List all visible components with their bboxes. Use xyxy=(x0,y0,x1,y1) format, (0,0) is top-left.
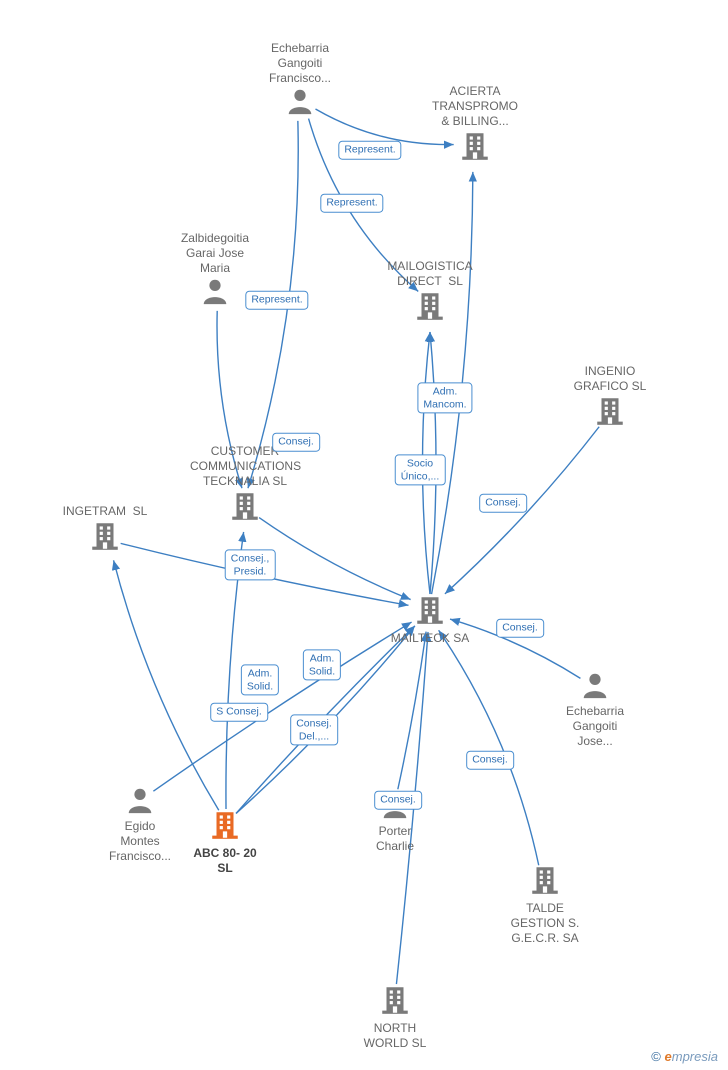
edge-label: Consej., Presid. xyxy=(225,549,276,580)
edge-label: Socio Único,... xyxy=(395,454,446,485)
node-label: Porter Charlie xyxy=(340,824,450,854)
edge-label: Consej. xyxy=(272,433,320,452)
node-label: Zalbidegoitia Garai Jose Maria xyxy=(160,231,270,276)
node-label: NORTH WORLD SL xyxy=(340,1021,450,1051)
node-mailteck[interactable]: MAILTECK SA xyxy=(375,593,485,646)
node-echebarria_jo[interactable]: Echebarria Gangoiti Jose... xyxy=(540,670,650,749)
edge-talde-mailteck xyxy=(439,630,539,865)
node-talde[interactable]: TALDE GESTION S. G.E.C.R. SA xyxy=(490,863,600,946)
node-ingetram[interactable]: INGETRAM SL xyxy=(50,504,160,557)
watermark-rest: mpresia xyxy=(672,1049,718,1064)
node-label: ABC 80- 20 SL xyxy=(170,846,280,876)
edge-label: Consej. xyxy=(374,791,422,810)
node-abc8020[interactable]: ABC 80- 20 SL xyxy=(170,808,280,876)
node-label: Echebarria Gangoiti Jose... xyxy=(540,704,650,749)
edge-label: Consej. xyxy=(496,619,544,638)
node-ingenio[interactable]: INGENIO GRAFICO SL xyxy=(555,364,665,432)
copyright-symbol: © xyxy=(651,1049,661,1064)
node-label: TALDE GESTION S. G.E.C.R. SA xyxy=(490,901,600,946)
node-label: INGETRAM SL xyxy=(50,504,160,519)
node-customer[interactable]: CUSTOMER COMMUNICATIONS TECKNALIA SL xyxy=(190,444,300,527)
watermark-e: e xyxy=(665,1049,672,1064)
edge-label: Represent. xyxy=(320,194,383,213)
edge-label: Adm. Solid. xyxy=(303,649,341,680)
edge-label: Consej. xyxy=(479,494,527,513)
edge-label: S Consej. xyxy=(210,703,268,722)
node-acierta[interactable]: ACIERTA TRANSPROMO & BILLING... xyxy=(420,84,530,167)
edge-label: Represent. xyxy=(338,141,401,160)
node-label: ACIERTA TRANSPROMO & BILLING... xyxy=(420,84,530,129)
edge-label: Adm. Mancom. xyxy=(417,382,472,413)
edge-label: Adm. Solid. xyxy=(241,664,279,695)
node-label: MAILTECK SA xyxy=(375,631,485,646)
node-label: Echebarria Gangoiti Francisco... xyxy=(245,41,355,86)
edge-abc8020-ingetram xyxy=(114,560,219,810)
watermark: © empresia xyxy=(651,1049,718,1064)
node-label: MAILOGISTICA DIRECT SL xyxy=(375,259,485,289)
edge-label: Represent. xyxy=(245,291,308,310)
edge-egido-mailteck xyxy=(153,622,411,791)
node-mailogistica[interactable]: MAILOGISTICA DIRECT SL xyxy=(375,259,485,327)
edge-label: Consej. xyxy=(466,751,514,770)
node-echebarria_fr[interactable]: Echebarria Gangoiti Francisco... xyxy=(245,41,355,120)
edge-customer-mailteck xyxy=(259,518,411,600)
node-northworld[interactable]: NORTH WORLD SL xyxy=(340,983,450,1051)
node-label: INGENIO GRAFICO SL xyxy=(555,364,665,394)
edge-label: Consej. Del.,... xyxy=(290,714,338,745)
